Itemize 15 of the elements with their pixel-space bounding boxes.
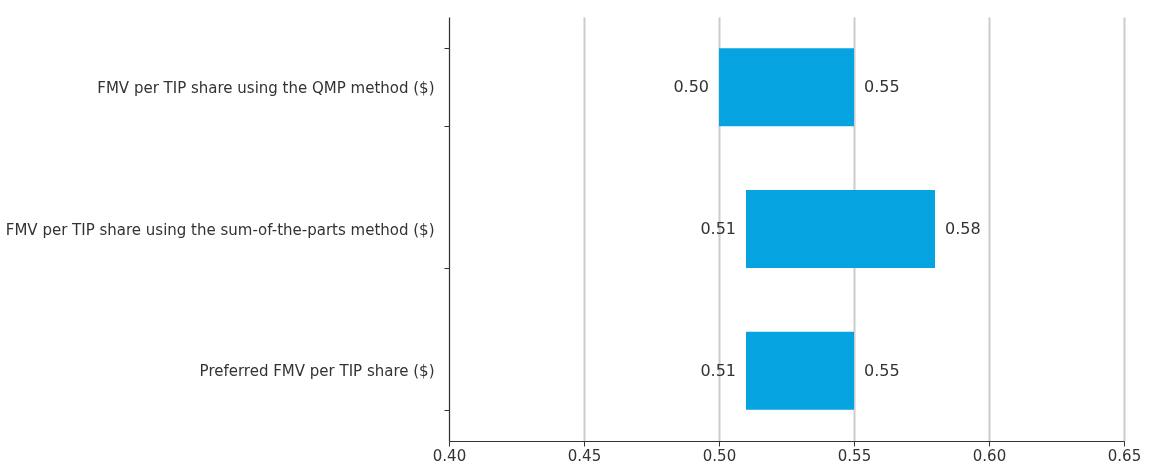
y-tick-label: FMV per TIP share using the sum-of-the-parts method ($) — [5, 220, 435, 239]
annotation: 0.55 — [864, 77, 900, 97]
annotation: 0.51 — [700, 360, 736, 380]
x-tick-label: 0.45 — [567, 446, 602, 465]
x-tick-label: 0.60 — [972, 446, 1007, 465]
x-tick-label: 0.50 — [702, 446, 737, 465]
x-tick-label: 0.65 — [1107, 446, 1142, 465]
y-tick-label: FMV per TIP share using the QMP method ($) — [97, 78, 435, 97]
x-tick-label: 0.55 — [837, 446, 872, 465]
annotation: 0.51 — [700, 219, 736, 238]
annotation: 0.58 — [945, 219, 981, 238]
y-tick-label: Preferred FMV per TIP share ($) — [199, 362, 435, 381]
annotation: 0.55 — [864, 360, 900, 380]
annotation: 0.50 — [673, 77, 709, 97]
x-tick-label: 0.40 — [432, 446, 467, 465]
